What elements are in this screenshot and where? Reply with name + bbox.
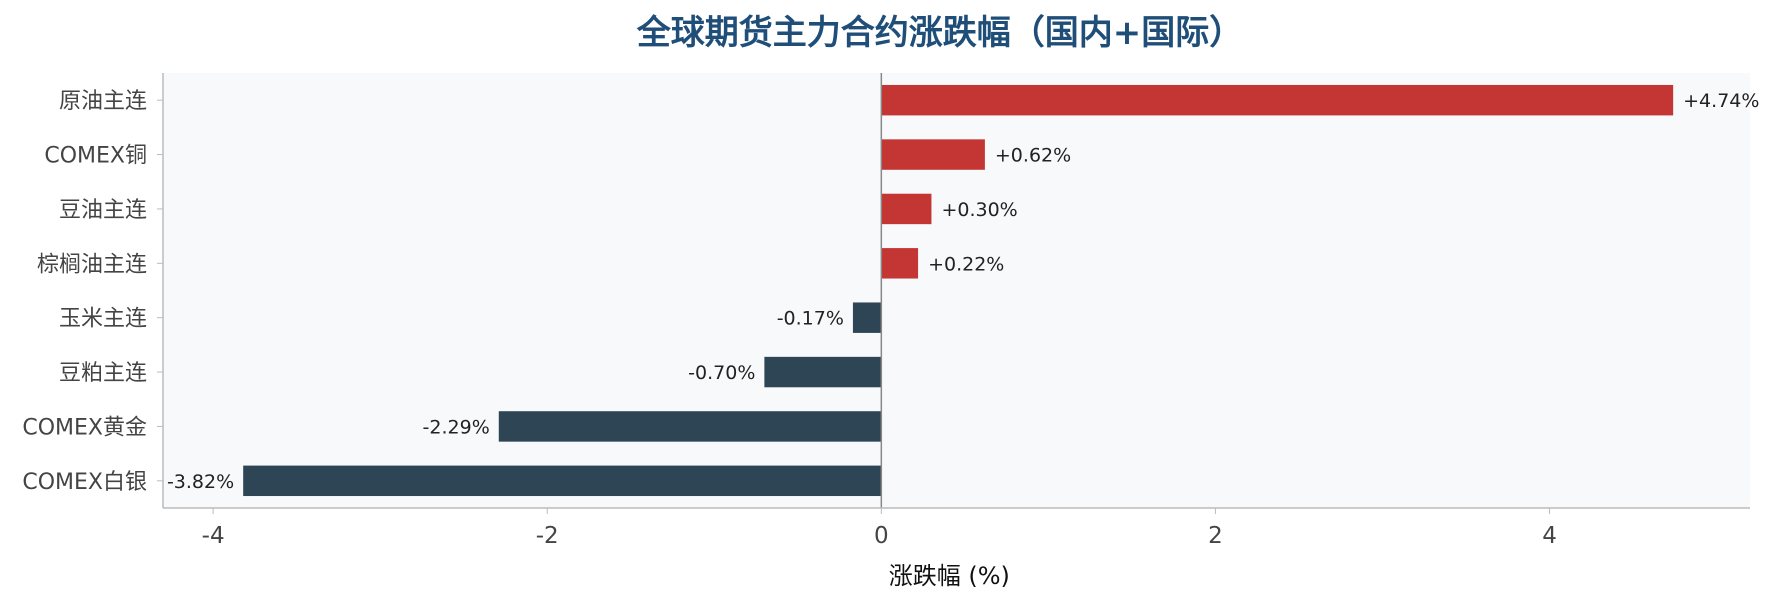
value-label-2: +0.30%: [941, 199, 1017, 221]
value-label-0: +4.74%: [1683, 90, 1759, 112]
category-label-3: 棕榈油主连: [37, 252, 147, 277]
x-axis: -4 -2 0 2 4: [202, 508, 1557, 549]
category-label-5: 豆粕主连: [59, 361, 147, 386]
x-tick-label-0: -4: [202, 523, 225, 549]
category-label-6: COMEX黄金: [22, 415, 147, 440]
x-tick-label-2: 0: [874, 523, 889, 549]
x-tick-label-3: 2: [1208, 523, 1223, 549]
bar-0: [881, 84, 1674, 116]
category-label-7: COMEX白银: [22, 470, 147, 495]
value-label-7: -3.82%: [167, 471, 234, 493]
category-label-0: 原油主连: [59, 89, 147, 114]
category-label-4: 玉米主连: [59, 307, 147, 332]
plot-background: [163, 73, 1750, 508]
bar-6: [498, 411, 882, 442]
value-label-6: -2.29%: [423, 416, 490, 438]
bar-1: [881, 139, 985, 170]
value-label-5: -0.70%: [688, 362, 755, 384]
bar-5: [764, 356, 882, 388]
chart-title: 全球期货主力合约涨跌幅（国内+国际）: [636, 13, 1244, 53]
category-label-2: 豆油主连: [59, 198, 147, 223]
value-label-1: +0.62%: [995, 145, 1071, 167]
value-label-4: -0.17%: [777, 308, 844, 330]
value-labels-group: +4.74% +0.62% +0.30% +0.22% -0.17% -0.70% -2.2…: [167, 90, 1759, 493]
bar-2: [881, 193, 932, 225]
bars-group: [243, 84, 1674, 497]
bar-3: [881, 248, 919, 279]
x-tick-label-4: 4: [1542, 523, 1557, 549]
x-tick-label-1: -2: [536, 523, 559, 549]
category-label-1: COMEX铜: [44, 144, 147, 169]
bar-4: [852, 302, 882, 333]
value-label-3: +0.22%: [928, 253, 1004, 275]
bar-7: [243, 465, 882, 497]
x-axis-title: 涨跌幅 (%): [889, 562, 1010, 590]
